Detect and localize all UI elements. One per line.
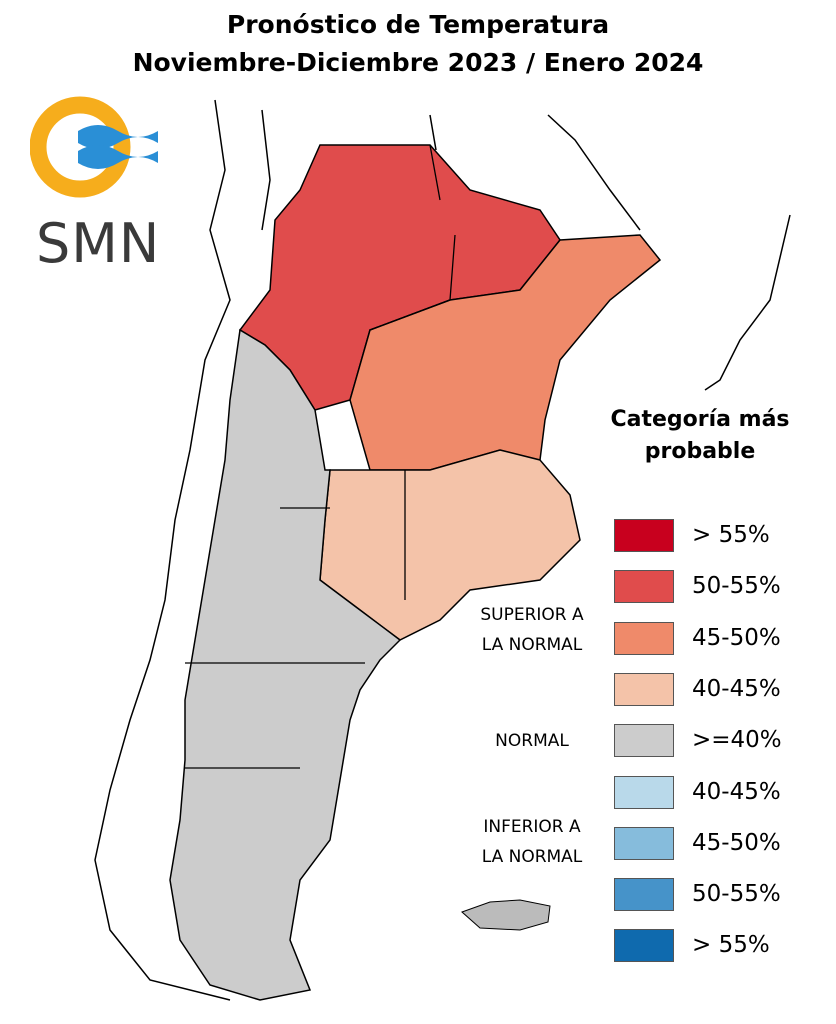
legend-swatch: [614, 724, 674, 757]
legend-swatch: [614, 929, 674, 962]
smn-logo-icon: [30, 96, 158, 198]
legend-label: 45-50%: [692, 830, 781, 856]
category-normal: NORMAL: [495, 731, 569, 751]
category-inferior: INFERIOR A LA NORMAL: [462, 812, 602, 872]
neighbour-borders: [94, 99, 791, 1001]
category-superior-line1: SUPERIOR A: [480, 605, 584, 625]
falkland-islands: [461, 899, 551, 931]
smn-logo-text: SMN: [36, 212, 161, 275]
map-title-line2: Noviembre-Diciembre 2023 / Enero 2024: [132, 48, 704, 77]
region-patagonia-andes: [169, 328, 402, 1001]
legend-title-line2: probable: [644, 439, 756, 464]
legend-label: >=40%: [692, 727, 782, 753]
legend-swatch: [614, 570, 674, 603]
legend-swatch: [614, 622, 674, 655]
category-superior-line2: LA NORMAL: [481, 635, 583, 655]
legend-title-line1: Categoría más: [610, 407, 790, 432]
legend-swatch: [614, 878, 674, 911]
legend-label: > 55%: [692, 932, 770, 958]
legend-label: 40-45%: [692, 779, 781, 805]
category-inferior-line2: LA NORMAL: [481, 847, 583, 867]
legend-label: 50-55%: [692, 573, 781, 599]
legend-swatch: [614, 519, 674, 552]
region-north-east: [349, 234, 662, 471]
legend-title: Categoría más probable: [600, 404, 800, 468]
map-title-line1: Pronóstico de Temperatura: [226, 10, 610, 39]
legend-label: 40-45%: [692, 676, 781, 702]
legend-label: 50-55%: [692, 881, 781, 907]
legend-label: > 55%: [692, 522, 770, 548]
legend-swatch: [614, 776, 674, 809]
category-superior: SUPERIOR A LA NORMAL: [462, 600, 602, 660]
province-borders: [185, 144, 456, 769]
legend-label: 45-50%: [692, 625, 781, 651]
legend-swatch: [614, 673, 674, 706]
category-inferior-line1: INFERIOR A: [483, 817, 581, 837]
legend-swatch: [614, 827, 674, 860]
